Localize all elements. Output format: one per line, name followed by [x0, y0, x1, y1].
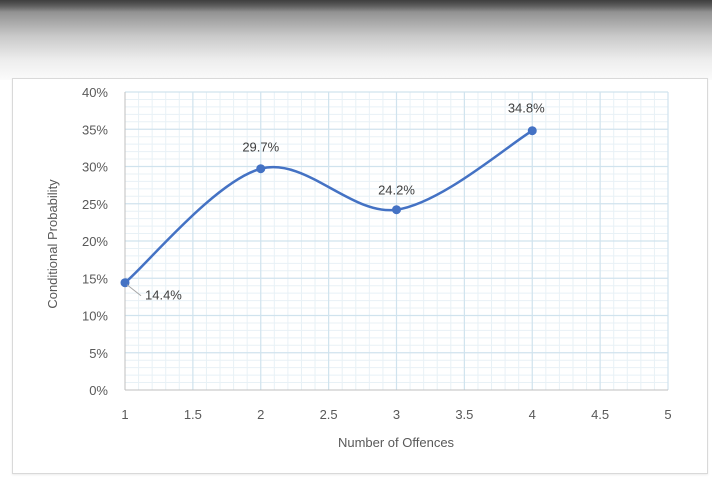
series-line: [123, 129, 534, 284]
data-point-marker: [527, 126, 537, 136]
major-gridlines: [125, 91, 669, 390]
x-tick-label: 1.5: [184, 407, 202, 422]
y-tick-label: 10%: [82, 309, 108, 324]
x-tick-labels: 1 1.5 2 2.5 3 3.5 4 4.5 5: [121, 407, 671, 422]
y-tick-labels: 0% 5% 10% 15% 20% 25% 30% 35% 40%: [82, 85, 108, 398]
data-label: 29.7%: [242, 140, 279, 155]
x-tick-label: 4.5: [591, 407, 609, 422]
top-banner: [0, 0, 712, 80]
y-tick-label: 5%: [89, 346, 108, 361]
y-axis-title: Conditional Probability: [45, 179, 60, 309]
x-tick-label: 4: [529, 407, 536, 422]
data-point-marker: [256, 164, 266, 174]
data-point-marker: [392, 205, 401, 215]
y-tick-label: 40%: [82, 85, 108, 100]
data-label: 24.2%: [378, 183, 415, 198]
y-tick-label: 20%: [82, 234, 108, 249]
x-tick-label: 2: [257, 407, 264, 422]
y-tick-label: 0%: [89, 383, 108, 398]
x-tick-label: 3: [393, 407, 400, 422]
y-tick-label: 35%: [82, 122, 108, 137]
data-label-leader-line: [126, 284, 142, 297]
series-group: 14.4% 29.7% 24.2% 34.8%: [120, 101, 545, 303]
x-tick-label: 5: [664, 407, 671, 422]
x-axis-title: Number of Offences: [338, 435, 455, 450]
x-tick-label: 3.5: [455, 407, 473, 422]
y-tick-label: 15%: [82, 271, 108, 286]
data-label: 14.4%: [145, 288, 182, 303]
y-tick-label: 30%: [82, 160, 108, 175]
data-label: 34.8%: [508, 101, 545, 116]
x-tick-label: 2.5: [320, 407, 338, 422]
y-tick-label: 25%: [82, 197, 108, 212]
x-tick-label: 1: [121, 407, 128, 422]
axes: [124, 92, 668, 391]
